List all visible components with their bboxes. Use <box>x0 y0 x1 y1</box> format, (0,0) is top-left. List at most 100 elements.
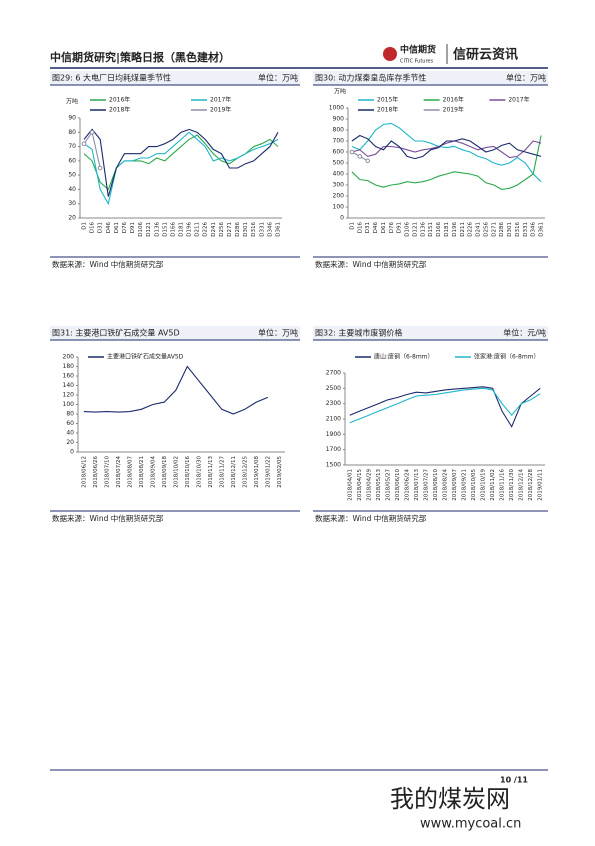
series-line <box>349 386 541 428</box>
x-tick-label: 2018/06/12 <box>81 456 87 488</box>
x-tick-label: 2019/01/08 <box>254 456 260 488</box>
x-tick-label: 2018/06/10 <box>395 469 401 501</box>
x-tick-label: 2018/07/24 <box>116 456 122 488</box>
y-tick-label: 40 <box>68 186 76 193</box>
y-tick-label: 0 <box>70 449 74 456</box>
x-tick-label: 2018/05/27 <box>385 469 391 501</box>
x-tick-label: 2018/09/04 <box>150 456 156 488</box>
x-tick-label: D181 <box>179 222 185 237</box>
x-tick-label: D76 <box>122 222 128 234</box>
x-tick-label: 2018/12/25 <box>242 456 248 488</box>
x-tick-label: D256 <box>483 222 489 237</box>
x-tick-label: D271 <box>227 222 233 237</box>
x-tick-label: 2018/08/07 <box>127 456 133 488</box>
x-tick-label: 2018/07/13 <box>414 469 420 501</box>
y-tick-label: 1000 <box>329 105 344 112</box>
y-tick-label: 700 <box>333 138 345 145</box>
x-tick-label: D91 <box>397 222 403 233</box>
y-tick-label: 80 <box>66 411 74 418</box>
chart-source: 数据来源：Wind 中信期货研究部 <box>52 513 164 523</box>
x-tick-label: D76 <box>389 222 395 234</box>
y-tick-label: 20 <box>66 439 74 446</box>
x-tick-label: 2018/10/16 <box>185 456 191 488</box>
x-tick-label: D196 <box>452 222 458 237</box>
x-tick-label: 2019/01/22 <box>265 456 271 488</box>
x-tick-label: D166 <box>436 222 442 237</box>
legend-label: 2015年 <box>377 96 398 104</box>
x-tick-label: D211 <box>460 222 466 237</box>
chart-unit: 单位：元/吨 <box>503 328 546 338</box>
series-marker <box>365 158 371 164</box>
x-tick-label: 2018/07/10 <box>104 456 110 488</box>
x-tick-label: D31 <box>365 222 371 233</box>
x-tick-label: D151 <box>162 222 168 237</box>
x-tick-label: D1 <box>349 222 355 230</box>
y-tick-label: 20 <box>68 215 76 222</box>
y-tick-label: 40 <box>66 430 74 437</box>
x-tick-label: 2018/11/16 <box>500 469 506 501</box>
logo-cn: 中信期货 <box>400 44 436 56</box>
legend-label: 主要港口铁矿石成交量AV5D <box>107 353 184 361</box>
y-tick-label: 800 <box>333 127 345 134</box>
x-tick-label: 2018/11/02 <box>490 469 496 501</box>
series-marker <box>89 129 95 135</box>
x-tick-label: D31 <box>98 222 104 233</box>
x-tick-label: D136 <box>154 222 160 237</box>
x-tick-label: D61 <box>381 222 387 233</box>
legend-label: 2017年 <box>210 96 231 104</box>
x-tick-label: 2019/01/11 <box>538 469 544 501</box>
legend-label: 张家港:废钢（6-8mm） <box>474 353 540 361</box>
legend-label: 2018年 <box>109 106 130 114</box>
x-tick-label: 2018/10/30 <box>196 456 202 488</box>
chart-unit: 单位：万吨 <box>258 328 298 338</box>
legend-label: 2016年 <box>109 96 130 104</box>
chart-unit: 单位：万吨 <box>506 73 546 83</box>
x-tick-label: D331 <box>259 222 265 237</box>
x-tick-label: D361 <box>539 222 545 237</box>
y-tick-label: 70 <box>68 143 76 150</box>
x-tick-label: D211 <box>195 222 201 237</box>
logo-icon <box>383 47 397 61</box>
chart-title: 图30: 动力煤秦皇岛库存季节性 <box>315 73 426 83</box>
x-tick-label: 2018/05/13 <box>376 469 382 501</box>
chart-source: 数据来源：Wind 中信期货研究部 <box>315 513 427 523</box>
chart-unit: 单位：万吨 <box>258 73 298 83</box>
x-tick-label: D121 <box>146 222 152 237</box>
x-tick-label: D226 <box>468 222 474 237</box>
legend-label: 2017年 <box>508 96 529 104</box>
x-tick-label: 2018/04/01 <box>347 469 353 501</box>
x-tick-label: D61 <box>114 222 120 233</box>
y-tick-label: 160 <box>63 373 75 380</box>
x-tick-label: D316 <box>515 222 521 237</box>
series-line <box>349 387 541 424</box>
x-tick-label: 2018/08/21 <box>139 456 145 488</box>
y-tick-label: 400 <box>333 171 345 178</box>
x-tick-label: 2018/06/26 <box>93 456 99 488</box>
x-tick-label: D46 <box>106 222 112 234</box>
chart-title: 图32: 主要城市废钢价格 <box>315 328 402 338</box>
x-tick-label: 2018/11/27 <box>219 456 225 488</box>
x-tick-label: D151 <box>428 222 434 237</box>
legend-label: 唐山:废钢（6-8mm） <box>374 353 434 361</box>
x-tick-label: D316 <box>251 222 257 237</box>
y-tick-label: 100 <box>333 204 345 211</box>
y-unit: 万吨 <box>334 88 346 96</box>
y-tick-label: 600 <box>333 149 345 156</box>
x-tick-label: 2018/10/05 <box>471 469 477 501</box>
x-tick-label: D106 <box>138 222 144 237</box>
chart-heading-bg <box>50 326 300 340</box>
legend-label: 2019年 <box>443 106 464 114</box>
x-tick-label: D241 <box>211 222 217 237</box>
y-tick-label: 300 <box>333 182 345 189</box>
x-tick-label: 2018/10/02 <box>173 456 179 488</box>
y-tick-label: 60 <box>68 157 76 164</box>
x-tick-label: D91 <box>130 222 136 233</box>
y-tick-label: 180 <box>63 363 75 370</box>
x-tick-label: D361 <box>275 222 281 237</box>
x-tick-label: 2018/10/19 <box>481 469 487 501</box>
x-tick-label: D286 <box>235 222 241 237</box>
chart-heading-bg <box>313 326 548 340</box>
x-tick-label: D1 <box>82 222 88 230</box>
y-tick-label: 200 <box>333 193 345 200</box>
x-tick-label: D241 <box>476 222 482 237</box>
